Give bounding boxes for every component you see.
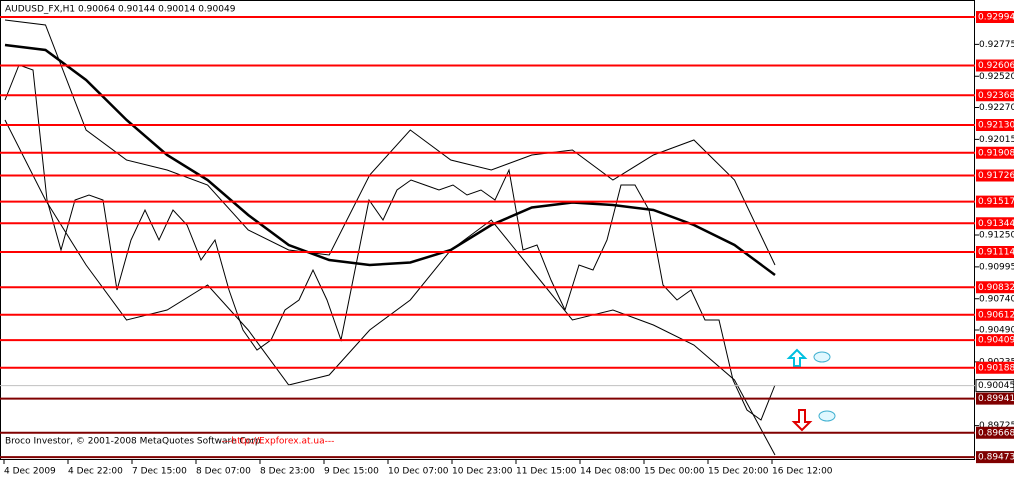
y-tick-label: 0.91250 (979, 231, 1014, 241)
level-box (976, 195, 1014, 208)
x-tick-label: 10 Dec 07:00 (388, 467, 449, 477)
level-box (976, 217, 1014, 230)
y-tick-label: 0.92775 (979, 40, 1014, 50)
current-price-box (975, 379, 1014, 393)
y-tick-label: 0.90740 (979, 294, 1014, 304)
level-label: 0.91114 (978, 248, 1014, 258)
level-label: 0.90832 (978, 283, 1014, 293)
level-label: 0.89668 (978, 428, 1014, 438)
x-tick-label: 4 Dec 2009 (4, 467, 56, 477)
level-box (976, 89, 1014, 102)
level-box (976, 169, 1014, 182)
level-box (976, 281, 1014, 294)
y-tick-label: 0.92270 (979, 103, 1014, 113)
x-tick-label: 8 Dec 23:00 (260, 467, 315, 477)
price-line (4, 64, 776, 421)
x-tick-label: 8 Dec 07:00 (196, 467, 251, 477)
level-label: 0.92368 (978, 91, 1014, 101)
x-tick-label: 9 Dec 15:00 (324, 467, 379, 477)
y-tick-label: 0.92015 (979, 135, 1014, 145)
level-label: 0.89941 (978, 394, 1014, 404)
level-label: 0.92994 (978, 13, 1014, 23)
x-tick-label: 4 Dec 22:00 (68, 467, 123, 477)
watermark: ---http://Expforex.at.ua--- (222, 437, 335, 447)
y-tick-label: 0.92520 (979, 72, 1014, 82)
level-box (976, 119, 1014, 131)
symbol-header: AUDUSD_FX,H1 0.90064 0.90144 0.90014 0.9… (5, 5, 236, 15)
level-box (976, 146, 1014, 159)
level-box (976, 451, 1014, 464)
level-label: 0.92606 (978, 61, 1014, 71)
x-tick-label: 11 Dec 15:00 (516, 467, 577, 477)
level-label: 0.91344 (978, 219, 1014, 229)
level-label: 0.90409 (978, 336, 1014, 346)
level-label: 0.90612 (978, 310, 1014, 320)
up-arrow-icon (786, 348, 831, 367)
down-arrow-icon (791, 409, 836, 432)
copyright: Broco Investor, © 2001-2008 MetaQuotes S… (5, 437, 264, 447)
level-label: 0.91517 (978, 197, 1014, 207)
x-tick-label: 16 Dec 12:00 (772, 467, 833, 477)
x-tick-label: 7 Dec 15:00 (132, 467, 187, 477)
level-label: 0.90188 (978, 363, 1014, 373)
level-label: 0.92130 (978, 121, 1014, 131)
level-box (976, 334, 1014, 347)
y-tick-label: 0.89725 (979, 421, 1014, 431)
level-box (976, 308, 1014, 321)
level-box (976, 59, 1014, 72)
y-tick-label: 0.90995 (979, 262, 1014, 272)
level-box (976, 11, 1014, 23)
level-box (976, 246, 1014, 258)
level-label: 0.91726 (978, 171, 1014, 181)
y-tick-label: 0.90490 (979, 326, 1014, 336)
x-tick-label: 10 Dec 23:00 (452, 467, 513, 477)
level-box (976, 392, 1014, 405)
level-box (976, 361, 1014, 374)
level-label: 0.89473 (978, 453, 1014, 463)
level-box (976, 426, 1014, 439)
level-label: 0.91908 (978, 148, 1014, 158)
x-tick-label: 15 Dec 20:00 (708, 467, 769, 477)
x-tick-label: 15 Dec 00:00 (644, 467, 705, 477)
plot-frame (0, 0, 975, 460)
x-tick-label: 14 Dec 08:00 (580, 467, 641, 477)
current-price-label: 0.90045 (978, 381, 1014, 391)
